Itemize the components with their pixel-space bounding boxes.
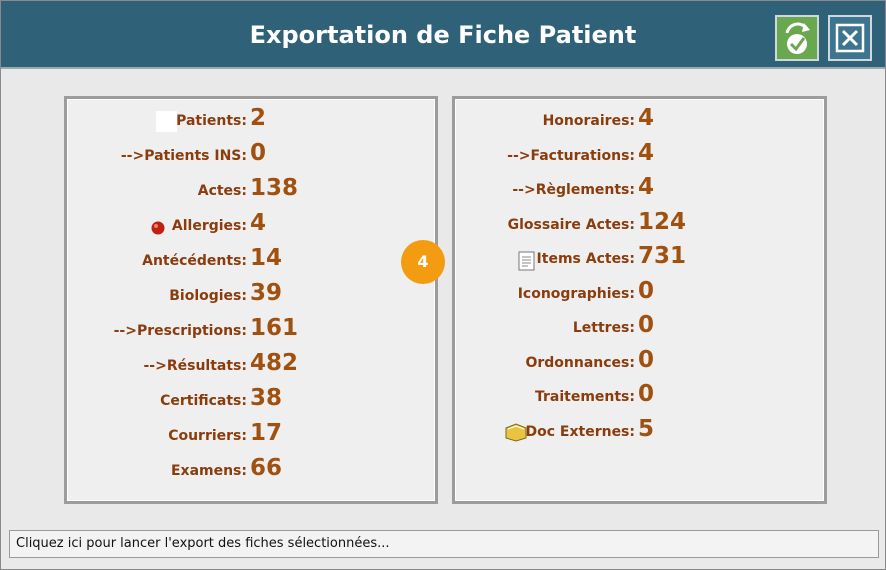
count-label: Honoraires: — [542, 113, 635, 129]
count-value: 5 — [638, 415, 655, 442]
allergy-icon — [151, 221, 165, 235]
status-bar[interactable]: Cliquez ici pour lancer l'export des fic… — [9, 530, 879, 558]
count-value: 66 — [250, 455, 283, 481]
count-label: Glossaire Actes: — [507, 216, 635, 233]
count-value: 2 — [250, 105, 267, 131]
title-bar: Exportation de Fiche Patient — [1, 1, 885, 69]
count-row: Examens: 66 — [0, 455, 282, 483]
count-value: 4 — [638, 139, 655, 166]
count-label: Examens: — [170, 463, 247, 479]
patient-icon — [156, 111, 177, 132]
count-value: 731 — [638, 243, 687, 269]
count-row: Patients: 2 — [0, 105, 266, 133]
count-row: -->Prescriptions: 161 — [0, 315, 298, 343]
count-row: -->Patients INS: 0 — [0, 140, 266, 168]
count-value: 0 — [638, 381, 655, 407]
count-row: Items Actes: 731 — [335, 243, 686, 271]
count-row: Ordonnances: 0 — [335, 347, 654, 375]
count-label: Antécédents: — [142, 253, 247, 269]
count-value: 4 — [250, 210, 267, 236]
count-label: Traitements: — [534, 389, 635, 405]
count-value: 0 — [250, 140, 267, 166]
count-value: 0 — [638, 346, 655, 373]
count-row: -->Facturations: 4 — [335, 140, 654, 168]
count-value: 14 — [250, 245, 283, 271]
count-value: 482 — [250, 350, 299, 376]
count-row: Allergies: 4 — [0, 210, 266, 238]
count-label: -->Prescriptions: — [113, 323, 247, 339]
count-label: Allergies: — [171, 218, 247, 234]
count-row: -->Règlements: 4 — [335, 174, 654, 202]
count-label: -->Patients INS: — [120, 148, 247, 164]
count-value: 39 — [250, 280, 283, 306]
count-value: 4 — [638, 105, 655, 131]
count-row: Biologies: 39 — [0, 280, 282, 308]
count-label: Doc Externes: — [525, 423, 636, 440]
count-value: 17 — [250, 420, 283, 446]
close-button[interactable] — [828, 15, 872, 61]
count-row: Actes: 138 — [0, 175, 298, 203]
count-label: Patients: — [176, 113, 247, 129]
count-row: -->Résultats: 482 — [0, 350, 299, 378]
count-row: Certificats: 38 — [0, 385, 282, 413]
count-row: Glossaire Actes: 124 — [335, 209, 686, 237]
count-label: -->Règlements: — [512, 182, 635, 198]
count-label: -->Facturations: — [507, 147, 635, 164]
count-value: 38 — [250, 385, 283, 411]
close-icon — [835, 23, 865, 53]
count-row: Lettres: 0 — [335, 312, 654, 340]
folder-icon — [505, 423, 527, 442]
count-row: Courriers: 17 — [0, 420, 282, 448]
count-label: -->Résultats: — [143, 358, 248, 374]
count-label: Lettres: — [572, 320, 635, 336]
count-value: 4 — [638, 174, 655, 200]
count-value: 0 — [638, 277, 655, 304]
step-badge: 4 — [401, 240, 445, 284]
document-icon — [518, 251, 535, 271]
window-title: Exportation de Fiche Patient — [249, 21, 637, 49]
count-label: Certificats: — [160, 393, 247, 409]
export-button[interactable] — [775, 15, 819, 61]
left-panel — [64, 96, 438, 504]
count-value: 0 — [638, 312, 655, 338]
count-label: Biologies: — [169, 288, 247, 304]
export-icon — [785, 22, 810, 54]
count-row: Honoraires: 4 — [335, 105, 654, 133]
count-row: Doc Externes: 5 — [335, 415, 655, 444]
count-label: Actes: — [197, 183, 247, 199]
count-row: Iconographies: 0 — [335, 278, 654, 306]
count-value: 161 — [250, 315, 299, 341]
count-label: Items Actes: — [536, 251, 635, 267]
count-label: Iconographies: — [517, 285, 635, 302]
count-value: 124 — [638, 208, 687, 235]
count-row: Antécédents: 14 — [0, 245, 282, 273]
count-label: Courriers: — [168, 428, 247, 444]
count-row: Traitements: 0 — [335, 381, 654, 409]
count-value: 138 — [250, 175, 299, 201]
count-label: Ordonnances: — [525, 354, 635, 371]
